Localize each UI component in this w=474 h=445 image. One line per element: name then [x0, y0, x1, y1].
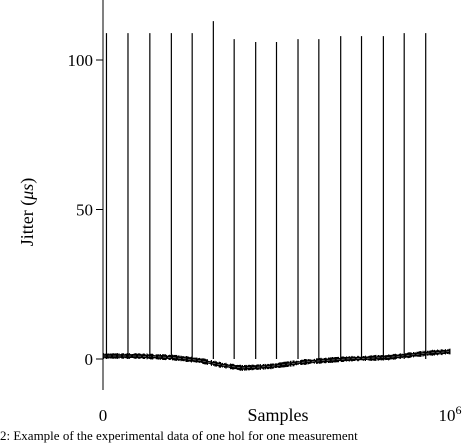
tick-labels: 0 50 100 0 106 [68, 51, 462, 425]
tick-marks [96, 59, 103, 360]
x-axis-label: Samples [248, 405, 309, 425]
y-axis-label-suffix: ) [17, 178, 38, 184]
y-axis-label: Jitter (μs) [17, 178, 38, 247]
plot-area [102, 21, 451, 371]
jitter-chart: 0 50 100 0 106 Samples Jitter (μs) [17, 0, 462, 425]
y-tick-label: 0 [85, 350, 94, 369]
x-tick-label: 0 [99, 406, 108, 425]
y-tick-label: 100 [68, 51, 94, 70]
y-axis-label-prefix: Jitter ( [17, 200, 38, 247]
x-tick-label: 106 [439, 403, 462, 425]
y-tick-label: 50 [76, 201, 93, 220]
y-axis-label-unit: μs [17, 184, 37, 201]
baseline-guide [103, 351, 450, 369]
figure-caption: 2: Example of the experimental data of o… [0, 428, 358, 443]
